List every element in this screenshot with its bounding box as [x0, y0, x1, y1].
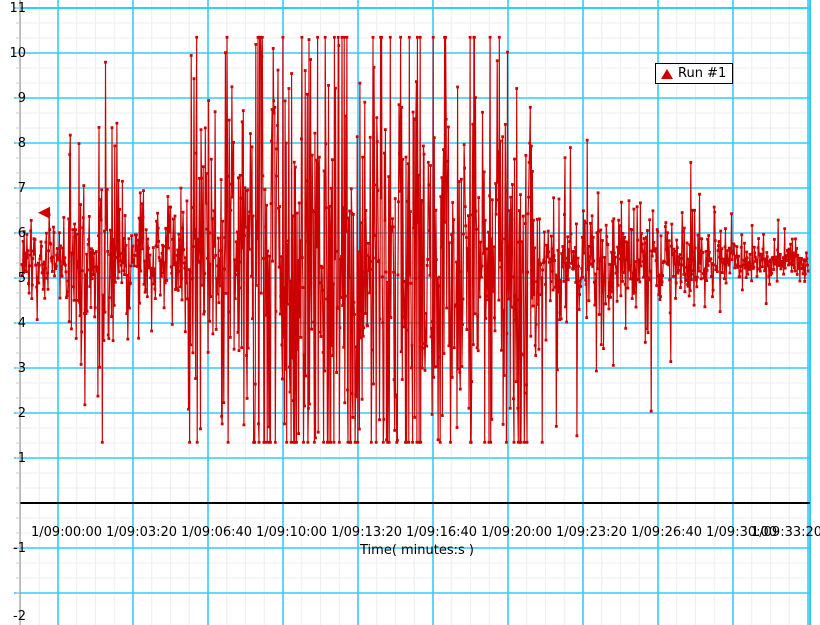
triangle-up-icon	[661, 68, 673, 79]
x-tick-label: 1/09:06:40	[181, 525, 253, 540]
x-tick-label: 1/09:20:00	[481, 525, 553, 540]
y-tick-label: 10	[9, 46, 26, 61]
x-tick-label: 1/09:13:20	[331, 525, 403, 540]
x-tick-label: 1/09:10:00	[256, 525, 328, 540]
y-tick-label: 8	[17, 136, 26, 151]
y-tick-label: 5	[17, 271, 26, 286]
y-tick-label: 6	[17, 226, 26, 241]
axis-lines	[14, 0, 810, 625]
x-axis-title: Time( minutes:s )	[360, 543, 474, 558]
y-tick-label: 1	[17, 451, 26, 466]
y-tick-label: 11	[9, 1, 26, 16]
x-tick-label: 1/09:03:20	[106, 525, 178, 540]
y-tick-label: -1	[13, 541, 26, 556]
x-tick-label: 1/09:23:20	[556, 525, 628, 540]
x-tick-label: 1/09:26:40	[631, 525, 703, 540]
y-tick-label: 2	[17, 406, 26, 421]
y-tick-label: 7	[17, 181, 26, 196]
y-tick-label: 4	[17, 316, 26, 331]
y-tick-label: 9	[17, 91, 26, 106]
legend[interactable]: Run #1	[655, 63, 733, 84]
y-tick-label: 3	[17, 361, 26, 376]
cursor-marker-icon	[38, 206, 50, 219]
x-tick-label: 1/09:33:20	[751, 525, 820, 540]
major-gridlines	[20, 0, 811, 625]
legend-entry-label: Run #1	[678, 66, 727, 81]
x-tick-label: 1/09:30:00	[706, 525, 778, 540]
legend-entry[interactable]: Run #1	[656, 64, 732, 83]
x-tick-label: 1/09:16:40	[406, 525, 478, 540]
x-tick-label: 1/09:00:00	[31, 525, 103, 540]
y-tick-label: -2	[13, 609, 26, 624]
series-run-1[interactable]	[20, 35, 810, 444]
